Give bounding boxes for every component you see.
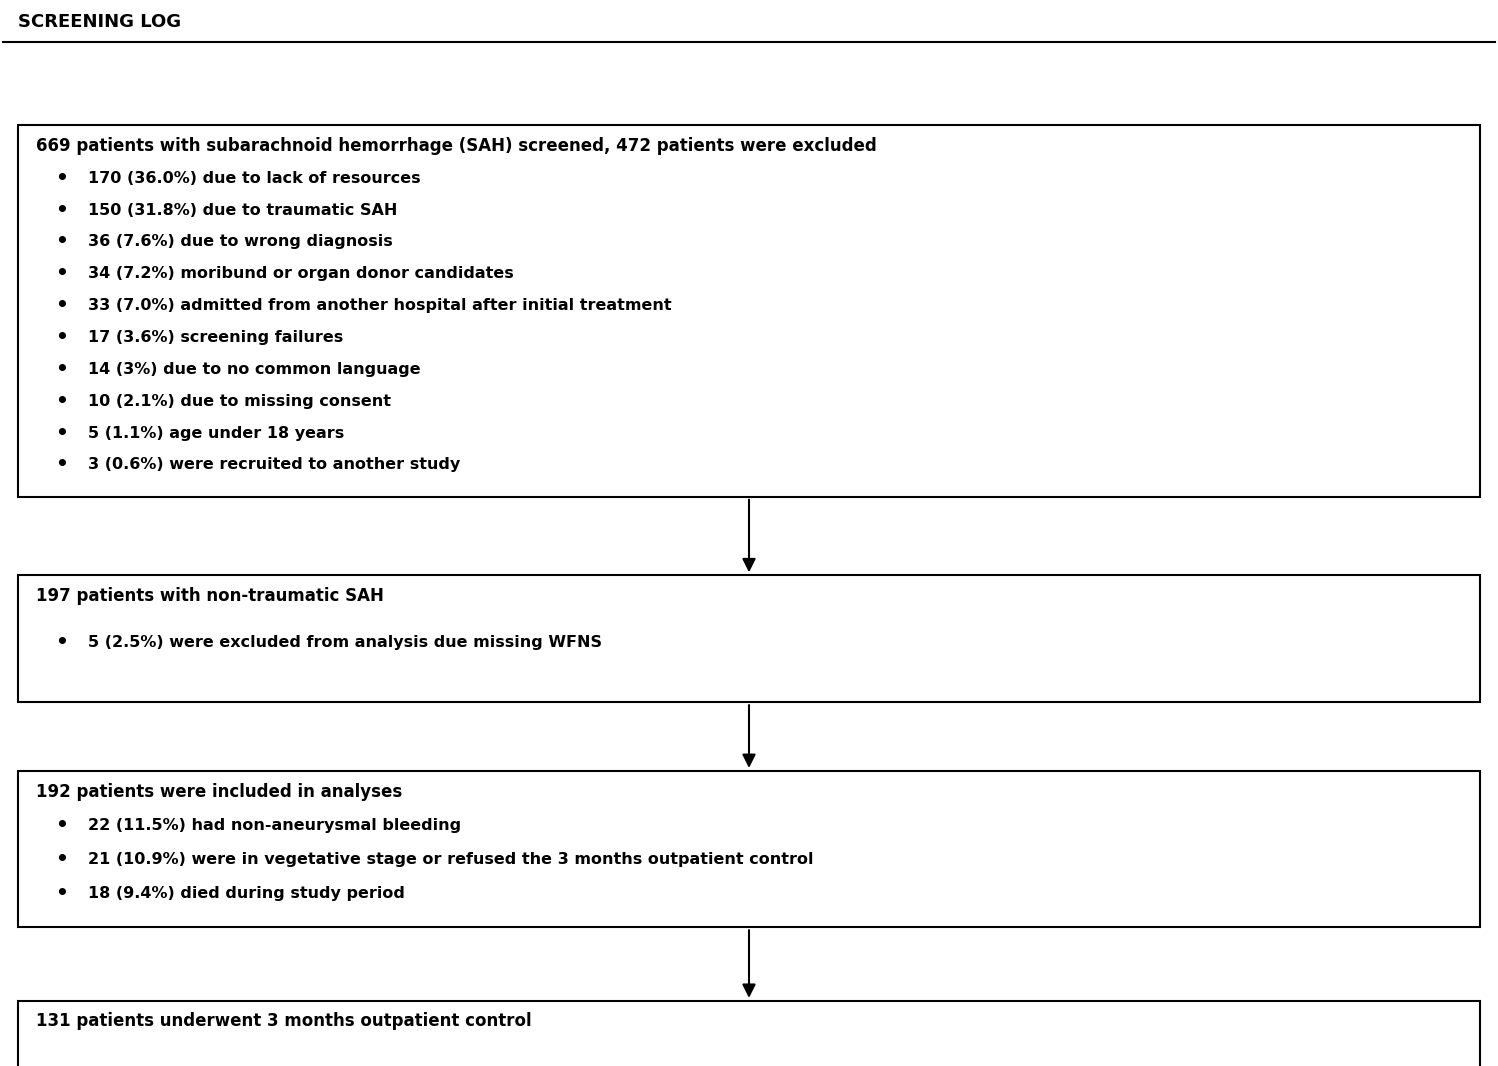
Text: 34 (7.2%) moribund or organ donor candidates: 34 (7.2%) moribund or organ donor candid… (88, 266, 514, 281)
Text: SCREENING LOG: SCREENING LOG (18, 13, 181, 31)
Text: 3 (0.6%) were recruited to another study: 3 (0.6%) were recruited to another study (88, 457, 460, 472)
Text: 5 (1.1%) age under 18 years: 5 (1.1%) age under 18 years (88, 425, 345, 440)
Text: •: • (55, 360, 67, 378)
Text: 150 (31.8%) due to traumatic SAH: 150 (31.8%) due to traumatic SAH (88, 203, 397, 217)
Text: •: • (55, 391, 67, 410)
FancyBboxPatch shape (18, 771, 1480, 927)
Text: •: • (55, 455, 67, 474)
Text: •: • (55, 884, 67, 903)
Text: 170 (36.0%) due to lack of resources: 170 (36.0%) due to lack of resources (88, 171, 421, 185)
Text: 33 (7.0%) admitted from another hospital after initial treatment: 33 (7.0%) admitted from another hospital… (88, 298, 671, 313)
Text: 18 (9.4%) died during study period: 18 (9.4%) died during study period (88, 886, 404, 901)
FancyBboxPatch shape (18, 125, 1480, 497)
Text: 22 (11.5%) had non-aneurysmal bleeding: 22 (11.5%) had non-aneurysmal bleeding (88, 818, 461, 833)
Text: 131 patients underwent 3 months outpatient control: 131 patients underwent 3 months outpatie… (36, 1013, 532, 1031)
Text: 192 patients were included in analyses: 192 patients were included in analyses (36, 782, 401, 801)
Text: 197 patients with non-traumatic SAH: 197 patients with non-traumatic SAH (36, 587, 383, 604)
FancyBboxPatch shape (18, 1001, 1480, 1066)
Text: •: • (55, 168, 67, 188)
Text: 669 patients with subarachnoid hemorrhage (SAH) screened, 472 patients were excl: 669 patients with subarachnoid hemorrhag… (36, 136, 876, 155)
Text: •: • (55, 232, 67, 252)
Text: 21 (10.9%) were in vegetative stage or refused the 3 months outpatient control: 21 (10.9%) were in vegetative stage or r… (88, 852, 813, 867)
Text: •: • (55, 815, 67, 835)
Text: •: • (55, 264, 67, 284)
Text: 36 (7.6%) due to wrong diagnosis: 36 (7.6%) due to wrong diagnosis (88, 235, 392, 249)
Text: •: • (55, 423, 67, 442)
Text: •: • (55, 850, 67, 869)
Text: •: • (55, 328, 67, 348)
Text: 14 (3%) due to no common language: 14 (3%) due to no common language (88, 361, 421, 377)
Text: 17 (3.6%) screening failures: 17 (3.6%) screening failures (88, 330, 343, 345)
Text: 5 (2.5%) were excluded from analysis due missing WFNS: 5 (2.5%) were excluded from analysis due… (88, 634, 602, 650)
Text: •: • (55, 296, 67, 316)
Text: •: • (55, 633, 67, 651)
FancyBboxPatch shape (18, 576, 1480, 702)
Text: 10 (2.1%) due to missing consent: 10 (2.1%) due to missing consent (88, 393, 391, 408)
Text: •: • (55, 200, 67, 220)
